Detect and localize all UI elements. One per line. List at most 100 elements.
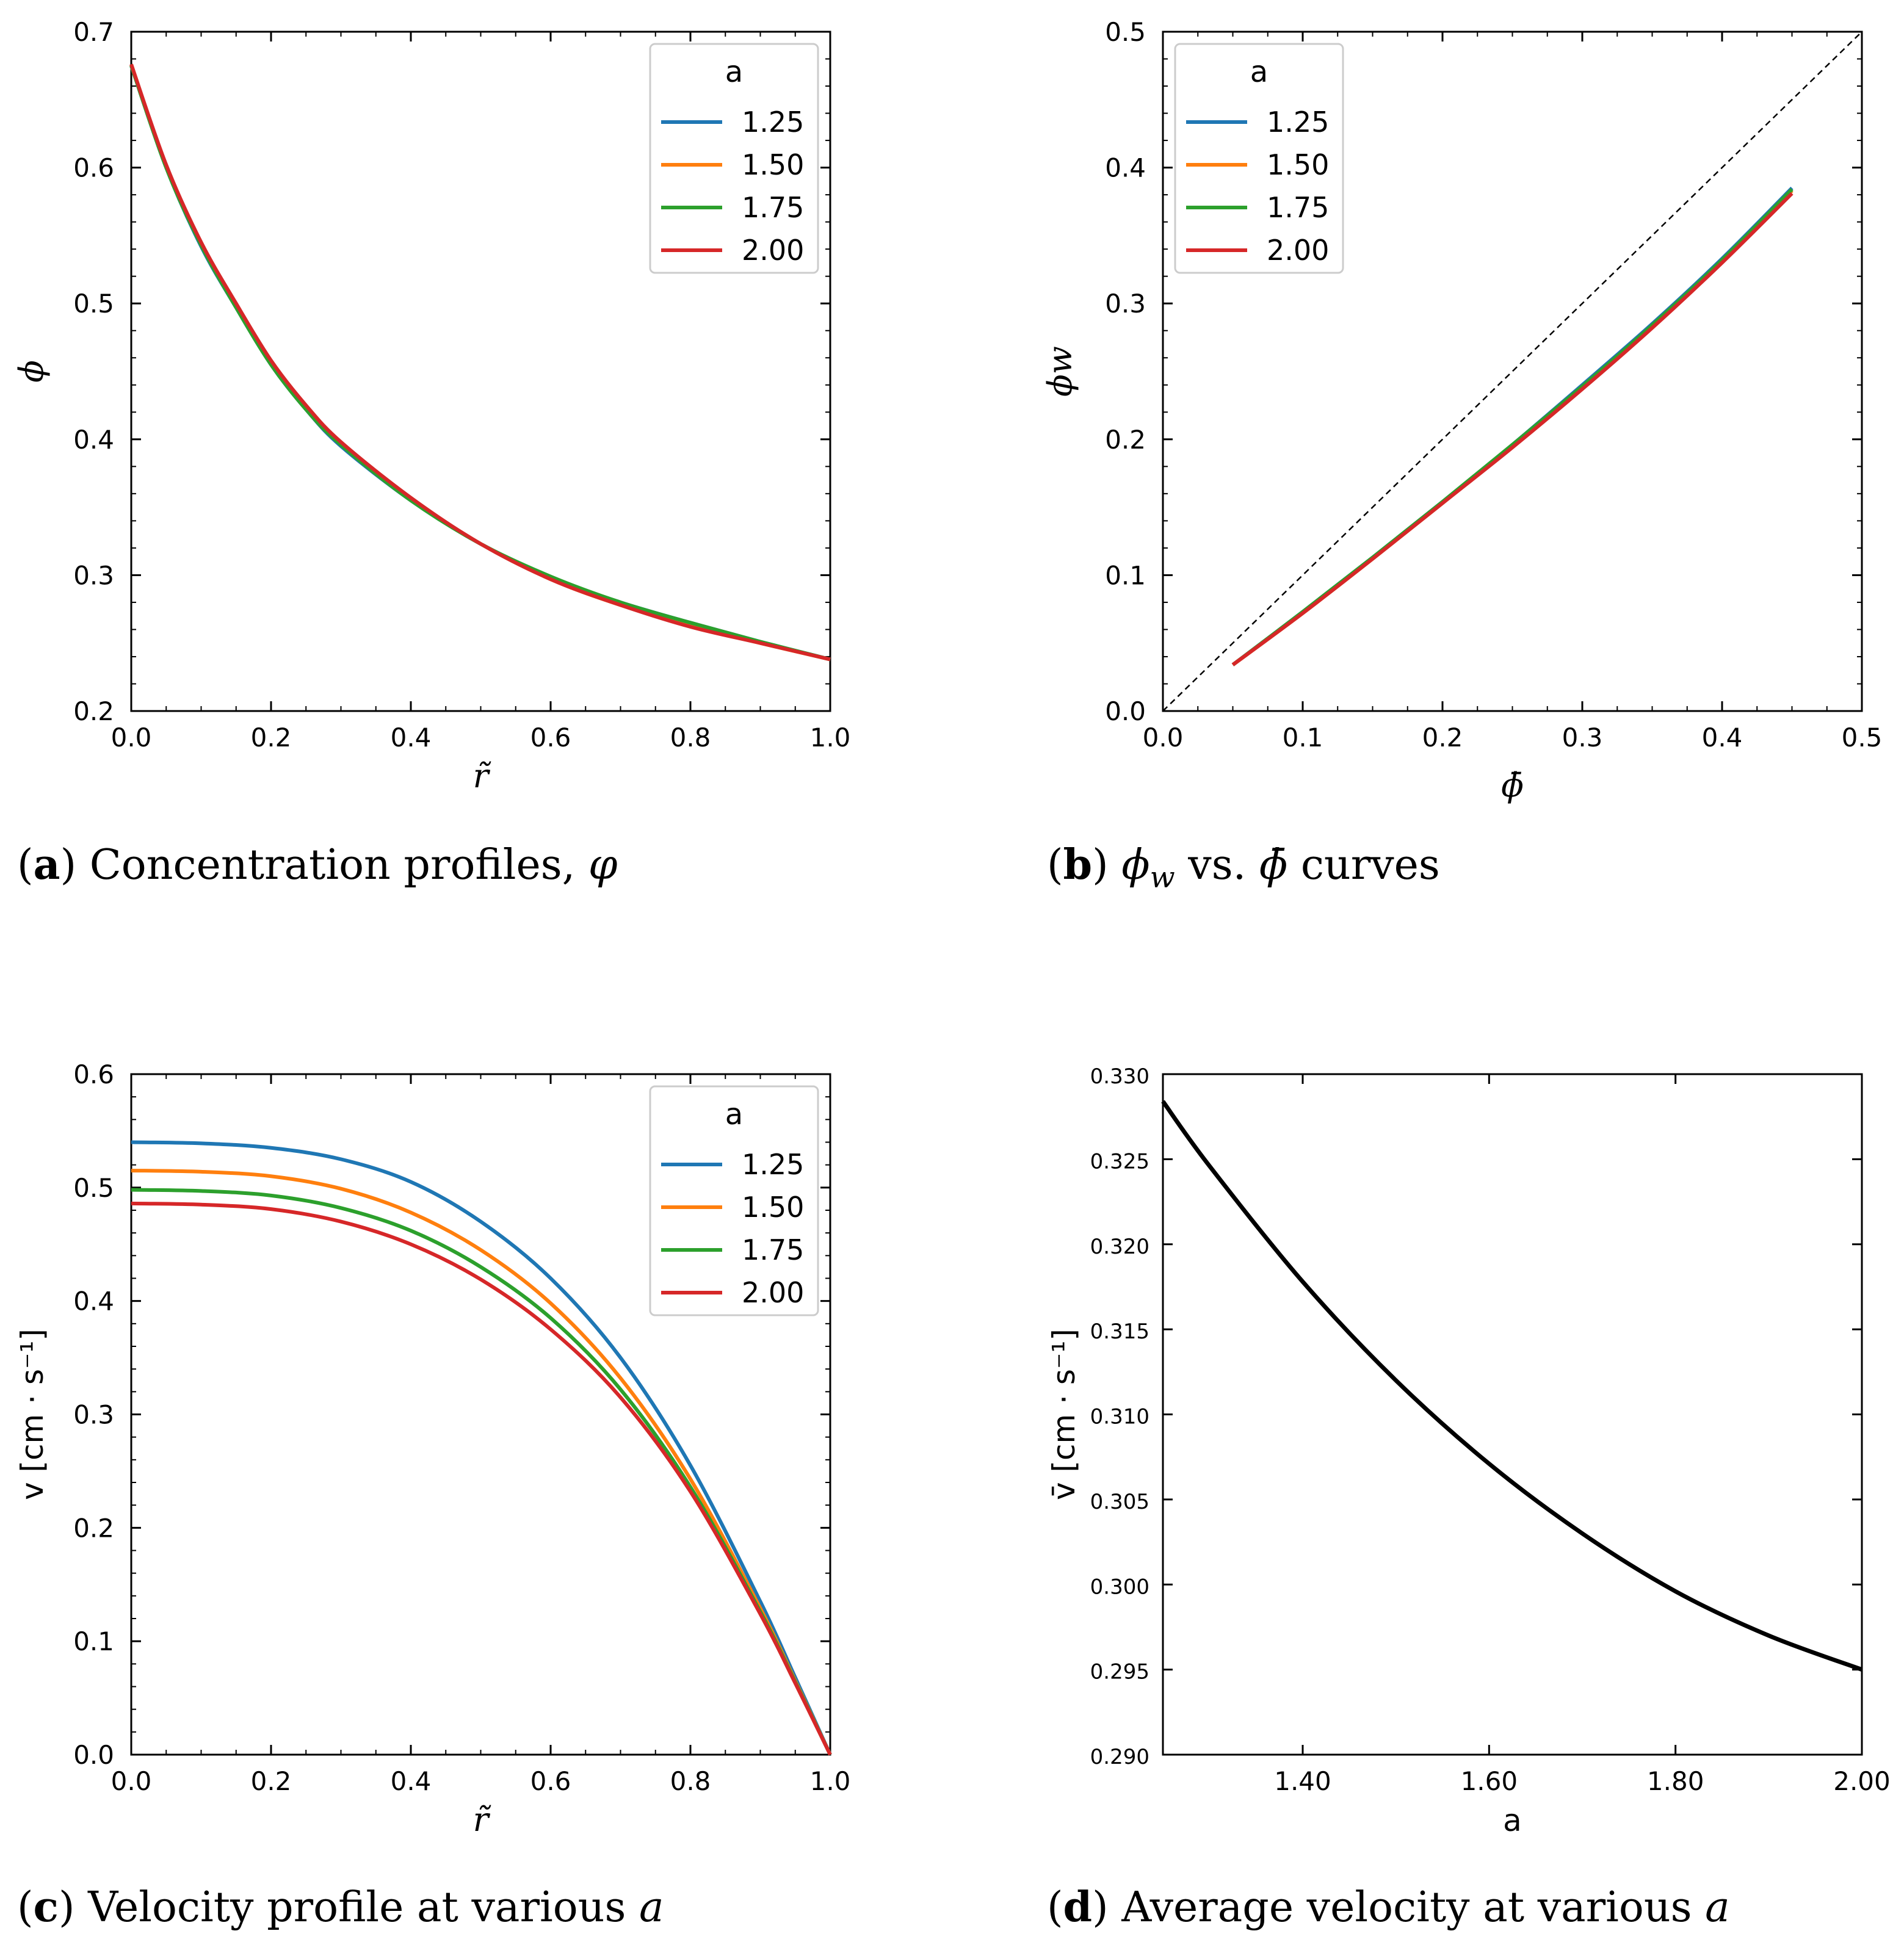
y-tick-label: 0.3 — [1105, 289, 1146, 319]
y-axis-label: v̄ [cm · s⁻¹] — [1046, 1329, 1082, 1500]
x-tick-label: 0.8 — [670, 723, 711, 753]
x-tick-label: 0.6 — [530, 723, 571, 753]
legend-title: a — [725, 1097, 743, 1132]
series-line-2.00 — [131, 1201, 832, 1756]
y-tick-label: 0.300 — [1090, 1575, 1149, 1599]
x-tick-label: 0.0 — [1143, 723, 1184, 753]
y-tick-label: 0.5 — [1105, 17, 1146, 47]
legend-label-2.00: 2.00 — [742, 234, 804, 267]
legend-label-2.00: 2.00 — [1267, 234, 1329, 267]
caption-part: ) — [1092, 841, 1121, 889]
y-tick-label: 0.5 — [73, 1173, 114, 1203]
caption-c: (c) Velocity profile at various a — [17, 1883, 664, 1932]
y-tick-label: 0.6 — [73, 1060, 114, 1089]
y-tick-label: 0.5 — [73, 289, 114, 319]
caption-part: Concentration profiles, — [90, 841, 588, 889]
legend-box — [649, 1085, 819, 1316]
y-tick-label: 0.295 — [1090, 1660, 1149, 1684]
y-tick-label: 0.0 — [73, 1740, 114, 1770]
y-tick-label: 0.325 — [1090, 1149, 1149, 1174]
x-tick-label: 0.4 — [1702, 723, 1743, 753]
y-tick-label: 0.7 — [73, 17, 114, 47]
x-tick-label: 1.80 — [1647, 1766, 1704, 1796]
legend: a 1.25 1.50 1.75 2.00 — [649, 1085, 819, 1316]
legend-label-1.25: 1.25 — [1267, 106, 1329, 139]
x-tick-label: 0.0 — [111, 1766, 152, 1796]
x-axis-label: r̃ — [473, 1800, 491, 1839]
chart-a: 0.0 0.2 0.4 0.6 0.8 1.00.20.30.40.50.60.7r̃ϕa… — [12, 17, 850, 889]
chart-c: 0.0 0.2 0.4 0.6 0.8 1.0 0.0 0.1 0.2 0.3 0.4 0.5 0.6 r… — [15, 1060, 850, 1932]
caption-part: ϕ̄ — [1259, 841, 1287, 889]
caption-part: ( — [1047, 1883, 1063, 1932]
x-tick-label: 0.0 — [111, 723, 152, 753]
y-tick-label: 0.2 — [1105, 425, 1146, 455]
legend: a 1.25 1.50 1.75 2.00 — [1174, 43, 1344, 274]
y-axis-label: ϕw — [1041, 346, 1079, 397]
y-tick-label: 0.2 — [73, 696, 114, 726]
legend-box — [1174, 43, 1344, 274]
y-tick-label: 0.4 — [1105, 153, 1146, 183]
y-tick-label: 0.315 — [1090, 1319, 1149, 1344]
x-tick-label: 0.8 — [670, 1766, 711, 1796]
caption-part: b — [1063, 840, 1093, 889]
legend-label-1.25: 1.25 — [742, 106, 804, 139]
caption-part: vs. — [1175, 841, 1259, 889]
plot-frame — [1162, 1073, 1863, 1756]
y-axis-label: v [cm · s⁻¹] — [15, 1329, 50, 1500]
caption-part: ) — [60, 841, 90, 889]
caption-part: a — [34, 840, 60, 889]
caption-part: curves — [1287, 841, 1440, 889]
x-tick-label: 2.00 — [1833, 1766, 1891, 1796]
chart-b: 0.0 0.1 0.2 0.3 0.4 0.5 0.0 0.1 0.2 0.3 0.4 0.5 ϕ̄ ϕw… — [1041, 17, 1882, 895]
caption-part: Velocity profile at various — [87, 1883, 639, 1932]
x-tick-label: 0.3 — [1562, 723, 1603, 753]
y-tick-label: 0.1 — [73, 1626, 114, 1656]
x-tick-label: 0.2 — [251, 723, 292, 753]
chart-d: 1.40 1.60 1.80 2.00 0.290 0.295 0.300 0.305 0.31… — [1046, 1064, 1891, 1932]
y-tick-label: 0.0 — [1105, 696, 1146, 726]
legend: a 1.25 1.50 1.75 2.00 — [649, 43, 819, 274]
x-tick-label: 1.0 — [810, 1766, 851, 1796]
caption-part: ( — [1047, 841, 1063, 889]
legend-label-1.50: 1.50 — [742, 148, 804, 181]
legend-title: a — [725, 55, 743, 89]
reference-diagonal — [1162, 31, 1862, 712]
caption-part: ) — [59, 1883, 88, 1932]
caption-part: ( — [17, 841, 34, 889]
legend-label-1.75: 1.75 — [742, 191, 804, 224]
caption-part: w — [1150, 861, 1175, 895]
series-line-2.00 — [1231, 192, 1794, 666]
series-line-1.25 — [131, 1140, 832, 1756]
y-tick-label: 0.3 — [73, 560, 114, 590]
x-tick-label: 0.4 — [391, 723, 432, 753]
y-tick-label: 0.320 — [1090, 1235, 1149, 1259]
legend-label-1.50: 1.50 — [1267, 148, 1329, 181]
legend-label-1.75: 1.75 — [742, 1233, 804, 1266]
caption-part: a — [1705, 1883, 1730, 1932]
x-tick-label: 0.2 — [1422, 723, 1463, 753]
x-axis-label: ϕ̄ — [1501, 766, 1524, 804]
y-tick-label: 0.305 — [1090, 1490, 1149, 1514]
y-tick-label: 0.2 — [73, 1513, 114, 1543]
legend-title: a — [1250, 55, 1268, 89]
legend-box — [649, 43, 819, 274]
x-tick-label: 0.5 — [1842, 723, 1883, 753]
caption-part: d — [1063, 1883, 1093, 1932]
x-tick-label: 1.0 — [810, 723, 851, 753]
y-axis-label: ϕ — [12, 360, 51, 383]
y-tick-label: 0.310 — [1090, 1405, 1149, 1429]
y-tick-label: 0.4 — [73, 1287, 114, 1316]
caption-part: ) — [1092, 1883, 1121, 1932]
x-axis-label: r̃ — [473, 757, 491, 795]
legend-label-1.50: 1.50 — [742, 1191, 804, 1224]
series-line-2.00 — [129, 63, 831, 662]
caption-part: ϕ — [1121, 841, 1149, 889]
x-tick-label: 1.40 — [1274, 1766, 1331, 1796]
series-line-v̄ — [1161, 1100, 1863, 1672]
x-tick-label: 0.6 — [530, 1766, 571, 1796]
caption-part: c — [34, 1883, 59, 1932]
y-tick-label: 0.4 — [73, 425, 114, 455]
caption-part: a — [639, 1883, 664, 1932]
x-tick-label: 0.1 — [1283, 723, 1323, 753]
